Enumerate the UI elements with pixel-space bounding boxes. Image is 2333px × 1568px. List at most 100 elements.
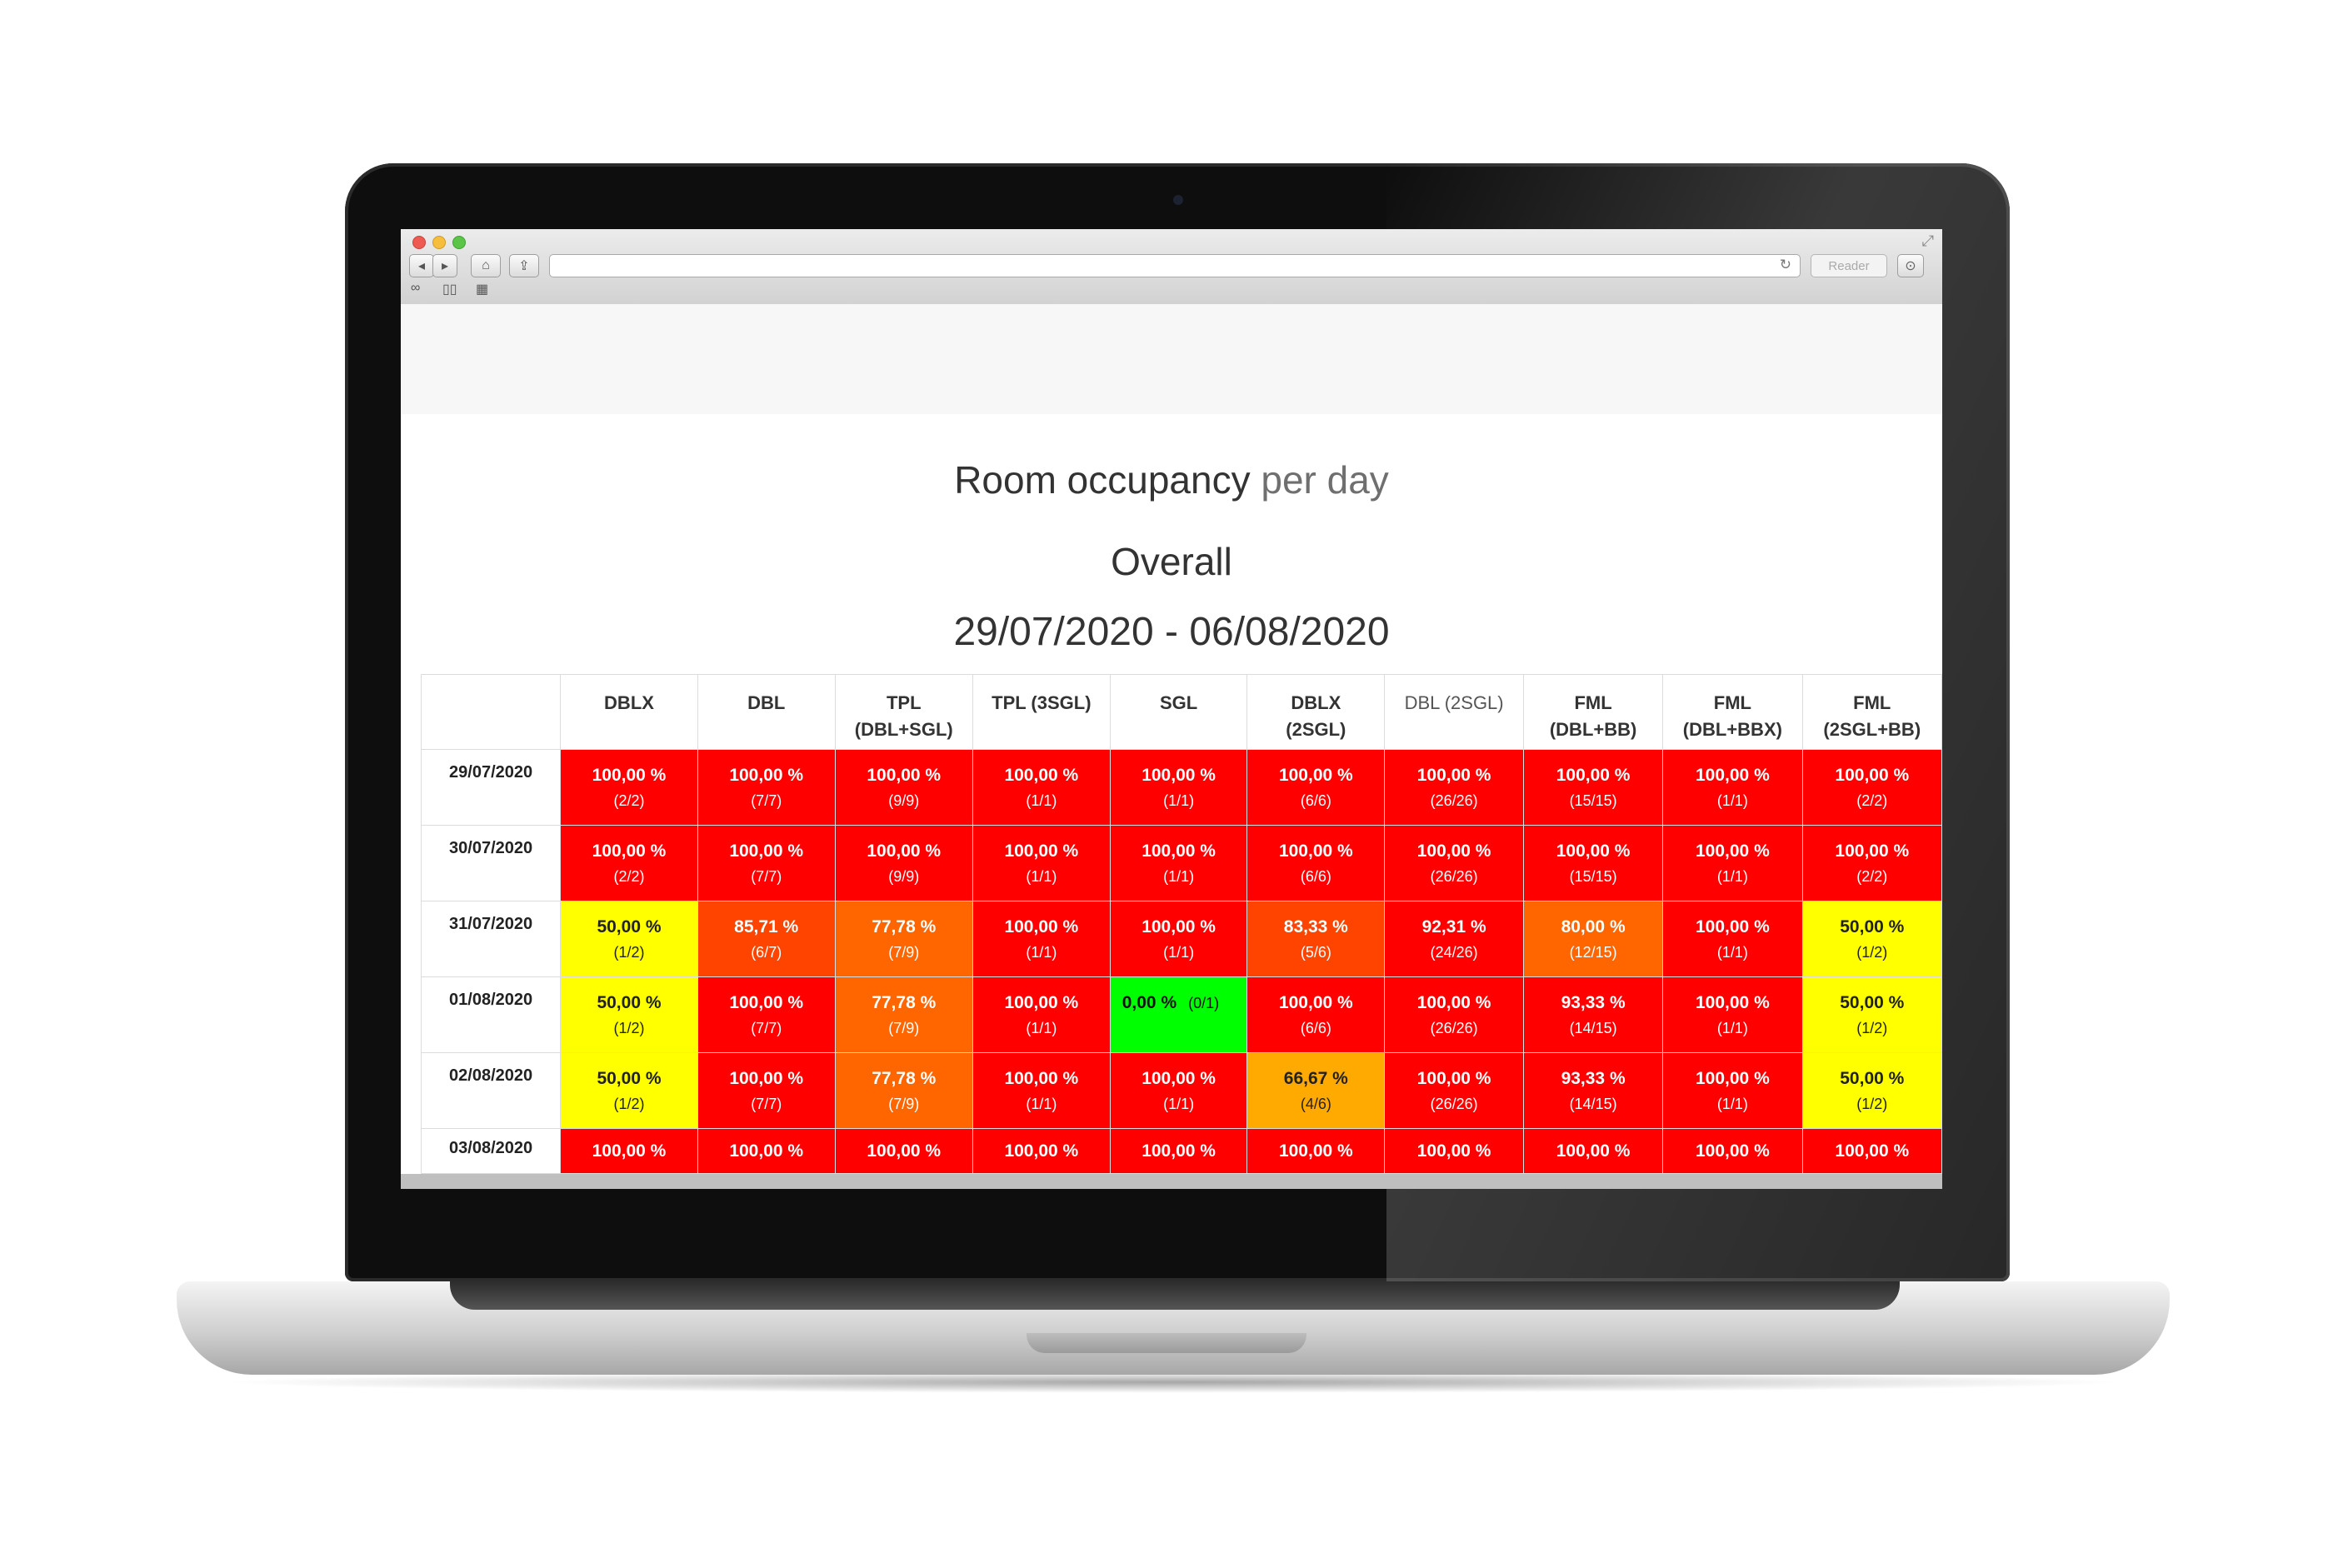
column-header-label: DBL [747,692,786,713]
page-title-main: Room occupancy [954,458,1251,502]
minimize-window-icon[interactable] [432,236,446,249]
reader-button[interactable]: Reader [1811,254,1887,277]
address-bar[interactable]: ↻ [549,254,1801,277]
top-sites-icon[interactable]: ▦ [476,282,489,297]
occupancy-percent: 100,00 % [729,1069,804,1088]
occupancy-percent: 100,00 % [1416,766,1491,785]
column-header-label: DBL (2SGL) [1404,692,1504,713]
occupancy-cell: 80,00 % (12/15) [1522,901,1664,977]
column-header: DBLX [560,674,698,750]
laptop-lid-notch [1027,1333,1306,1353]
occupancy-count: (1/1) [1716,792,1748,809]
table-row: 31/07/2020 50,00 % (1/2) 85,71 % (6/7) 77,78 … [420,901,1942,977]
occupancy-count: (6/6) [1300,868,1331,885]
occupancy-cell: 100,00 % (6/6) [1246,825,1386,901]
date-range: 29/07/2020 - 06/08/2020 [953,610,1390,654]
occupancy-cell: 100,00 % (26/26) [1384,825,1524,901]
occupancy-cell: 100,00 % [1246,1128,1386,1174]
occupancy-cell: 50,00 % (1/2) [560,901,698,977]
column-header: TPL (3SGL) [972,674,1111,750]
occupancy-percent: 100,00 % [1278,766,1353,785]
occupancy-count: (1/2) [613,944,645,961]
column-header-label: FML [1574,692,1612,713]
occupancy-percent: 100,00 % [867,841,942,861]
occupancy-percent: 100,00 % [1416,841,1491,861]
occupancy-count: (1/2) [1856,1020,1888,1036]
column-header-sublabel: (DBL+SGL) [854,719,953,740]
bookmarks-icon[interactable]: ▯▯ [442,282,457,297]
column-header-sublabel: (DBL+BB) [1549,719,1637,740]
occupancy-count: (1/1) [1716,1020,1748,1036]
occupancy-percent: 100,00 % [1416,1141,1491,1161]
page-header-band [401,304,1942,414]
table-row: 02/08/2020 50,00 % (1/2) 100,00 % (7/7) 77,78… [420,1052,1942,1129]
occupancy-count: (6/6) [1300,792,1331,809]
home-icon[interactable]: ⌂ [471,254,501,277]
forward-icon[interactable]: ▸ [432,254,457,277]
occupancy-count: (1/2) [1856,1096,1888,1112]
screen: ⤢ ◂ ▸ ⌂ ⇪ ↻ Reader ⊙ ∞ ▯▯ ▦ Room occupan… [401,229,1942,1189]
corner-cell [420,674,562,750]
occupancy-count: (14/15) [1569,1020,1617,1036]
occupancy-count: (1/2) [1856,944,1888,961]
share-icon[interactable]: ⇪ [509,254,539,277]
column-header-sublabel: (2SGL+BB) [1823,719,1921,740]
fullscreen-icon[interactable]: ⤢ [1921,232,1934,249]
occupancy-cell: 100,00 % (1/1) [972,1052,1111,1129]
back-icon[interactable]: ◂ [409,254,434,277]
reload-icon[interactable]: ↻ [1779,257,1791,272]
laptop-shadow [217,1371,2130,1393]
close-window-icon[interactable] [412,236,426,249]
occupancy-count: (26/26) [1430,1020,1478,1036]
occupancy-percent: 77,78 % [872,917,937,936]
occupancy-cell: 100,00 % (1/1) [1109,1052,1248,1129]
occupancy-cell: 100,00 % (1/1) [1109,901,1248,977]
occupancy-percent: 100,00 % [1278,841,1353,861]
occupancy-percent: 100,00 % [1004,841,1079,861]
column-header-label: TPL (3SGL) [992,692,1092,713]
table-header-row: DBLX DBL TPL (DBL+SGL) TPL (3SGL) SGL DBLX (2SG… [420,674,1942,750]
occupancy-percent: 100,00 % [1142,1141,1216,1161]
occupancy-count: (1/1) [1026,1020,1057,1036]
occupancy-cell: 100,00 % (6/6) [1246,749,1386,826]
occupancy-cell: 100,00 % (26/26) [1384,1052,1524,1129]
occupancy-count: (7/9) [888,1096,920,1112]
occupancy-percent: 100,00 % [1696,1069,1770,1088]
occupancy-percent: 100,00 % [729,1141,804,1161]
occupancy-percent: 100,00 % [1278,993,1353,1012]
occupancy-count: (1/1) [1026,944,1057,961]
occupancy-count: (2/2) [613,868,645,885]
zoom-window-icon[interactable] [452,236,466,249]
occupancy-count: (1/1) [1026,868,1057,885]
occupancy-cell: 100,00 % [1384,1128,1524,1174]
download-icon[interactable]: ⊙ [1897,254,1924,277]
occupancy-percent: 100,00 % [1835,841,1910,861]
occupancy-cell: 100,00 % (1/1) [1109,749,1248,826]
table-row: 03/08/2020 100,00 % 100,00 % 100,00 % 100,00… [420,1128,1942,1174]
occupancy-cell: 77,78 % (7/9) [834,976,973,1053]
occupancy-cell: 100,00 % (1/1) [1109,825,1248,901]
occupancy-cell: 100,00 % [1109,1128,1248,1174]
occupancy-percent: 100,00 % [1835,1141,1910,1161]
occupancy-cell: 100,00 % (6/6) [1246,976,1386,1053]
column-header-sublabel: (2SGL) [1286,719,1346,740]
occupancy-cell: 100,00 % (1/1) [972,825,1111,901]
occupancy-count: (15/15) [1569,868,1617,885]
reading-list-icon[interactable]: ∞ [411,281,421,295]
occupancy-percent: 100,00 % [867,766,942,785]
occupancy-percent: 50,00 % [1840,993,1905,1012]
occupancy-cell: 100,00 % [1522,1128,1664,1174]
occupancy-percent: 85,71 % [734,917,799,936]
occupancy-percent: 100,00 % [1835,766,1910,785]
occupancy-count: (0/1) [1188,995,1220,1011]
occupancy-count: (4/6) [1300,1096,1331,1112]
column-header-sublabel: (DBL+BBX) [1682,719,1782,740]
occupancy-cell: 100,00 % [1662,1128,1803,1174]
occupancy-cell: 100,00 % (9/9) [834,825,973,901]
occupancy-count: (24/26) [1430,944,1478,961]
row-date: 31/07/2020 [420,901,562,977]
occupancy-count: (26/26) [1430,1096,1478,1112]
occupancy-percent: 100,00 % [1142,766,1216,785]
occupancy-count: (1/1) [1716,944,1748,961]
occupancy-count: (7/9) [888,944,920,961]
